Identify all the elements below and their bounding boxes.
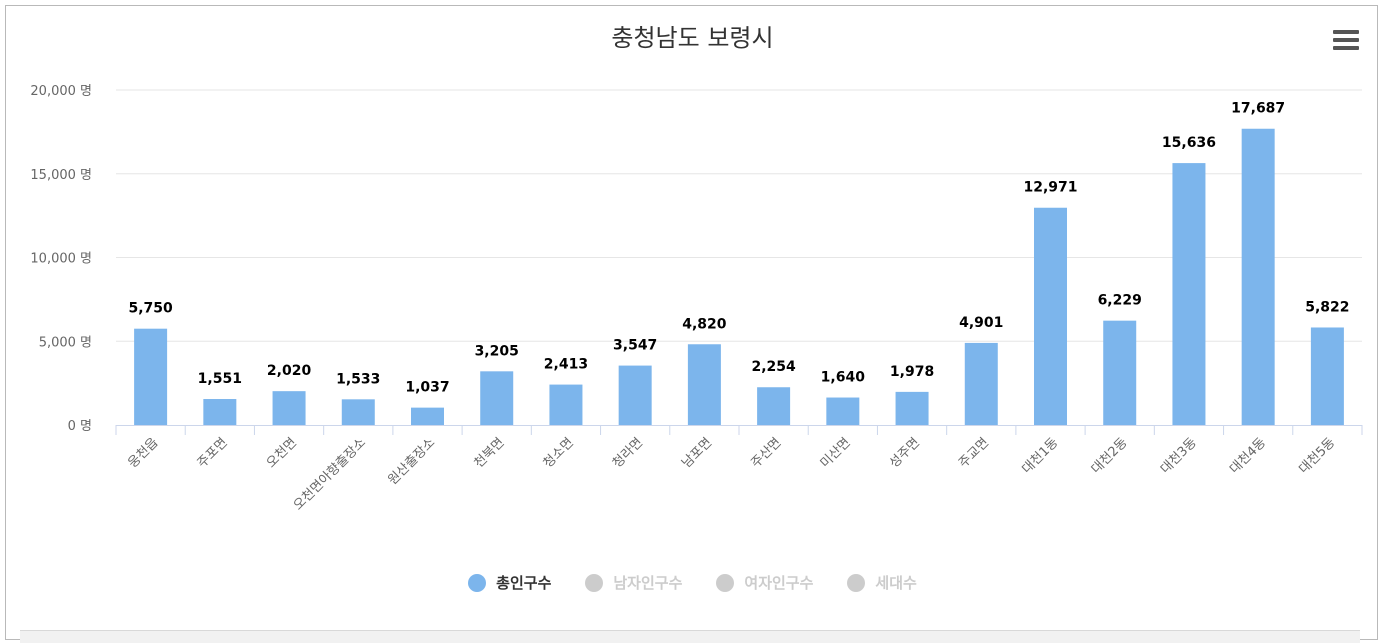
data-label: 3,547 bbox=[613, 338, 657, 354]
legend-item[interactable]: 세대수 bbox=[847, 572, 917, 593]
bar[interactable] bbox=[272, 391, 306, 425]
x-category-label: 오천면 bbox=[264, 435, 300, 471]
x-category-label: 웅천읍 bbox=[125, 435, 161, 471]
legend: 총인구수 남자인구수 여자인구수 세대수 bbox=[0, 572, 1385, 593]
hamburger-menu-icon[interactable] bbox=[1333, 30, 1359, 50]
data-label: 2,254 bbox=[751, 359, 796, 375]
x-category-label: 대천1동 bbox=[1019, 435, 1061, 477]
horizontal-scrollbar[interactable] bbox=[20, 630, 1360, 643]
bar[interactable] bbox=[1103, 320, 1137, 425]
data-label: 1,551 bbox=[198, 371, 242, 387]
x-category-label: 주교면 bbox=[956, 435, 992, 471]
bar[interactable] bbox=[1034, 207, 1067, 425]
y-tick-label: 0 명 bbox=[68, 419, 92, 434]
legend-dot-icon bbox=[847, 573, 866, 592]
data-label: 1,640 bbox=[821, 370, 866, 386]
x-category-label: 청라면 bbox=[610, 435, 646, 471]
legend-item[interactable]: 총인구수 bbox=[468, 572, 551, 593]
chart-container bbox=[5, 5, 1378, 640]
data-label: 12,971 bbox=[1023, 180, 1077, 196]
bar[interactable] bbox=[341, 399, 375, 425]
data-label: 1,037 bbox=[405, 380, 449, 396]
data-label: 6,229 bbox=[1098, 293, 1142, 309]
bar-chart: 0 명 5,000 명 10,000 명 15,000 명 20,000 명 5,750 웅… bbox=[30, 84, 1363, 513]
x-category-label: 주산면 bbox=[748, 435, 784, 471]
x-category-label: 대천3동 bbox=[1158, 435, 1200, 477]
x-category-label: 대천4동 bbox=[1227, 435, 1269, 477]
bar[interactable] bbox=[1310, 327, 1344, 425]
bar[interactable] bbox=[1241, 128, 1275, 426]
data-label: 2,413 bbox=[544, 357, 588, 373]
x-category-label: 청소면 bbox=[541, 435, 577, 471]
data-label: 1,978 bbox=[890, 364, 934, 380]
chart-title: 충청남도 보령시 bbox=[611, 24, 774, 52]
bar[interactable] bbox=[411, 407, 444, 425]
y-tick-label: 20,000 명 bbox=[30, 84, 92, 99]
data-label: 1,533 bbox=[336, 371, 380, 387]
data-label: 15,636 bbox=[1162, 135, 1216, 151]
x-category-label: 대천5동 bbox=[1296, 435, 1338, 477]
legend-dot-icon bbox=[585, 573, 604, 592]
x-category-label: 남포면 bbox=[679, 435, 715, 471]
bar[interactable] bbox=[203, 399, 237, 425]
data-label: 4,820 bbox=[682, 316, 727, 332]
legend-label: 총인구수 bbox=[496, 574, 552, 592]
legend-item[interactable]: 남자인구수 bbox=[585, 572, 682, 593]
bar[interactable] bbox=[480, 371, 514, 425]
legend-dot-icon bbox=[468, 573, 487, 592]
legend-label: 세대수 bbox=[875, 574, 917, 592]
bar[interactable] bbox=[134, 328, 168, 425]
bar[interactable] bbox=[964, 342, 998, 425]
bar[interactable] bbox=[895, 391, 929, 425]
y-tick-label: 15,000 명 bbox=[30, 168, 92, 183]
bar[interactable] bbox=[826, 397, 860, 425]
data-label: 5,750 bbox=[128, 301, 173, 317]
legend-dot-icon bbox=[716, 573, 735, 592]
bar[interactable] bbox=[1172, 163, 1206, 426]
bar[interactable] bbox=[687, 344, 721, 425]
x-category-label: 천북면 bbox=[472, 435, 508, 471]
x-category-label: 대천2동 bbox=[1089, 435, 1131, 477]
x-category-label: 성주면 bbox=[887, 435, 923, 471]
data-label: 4,901 bbox=[959, 315, 1003, 331]
y-tick-label: 10,000 명 bbox=[30, 252, 92, 267]
data-label: 2,020 bbox=[267, 363, 312, 379]
x-category-label: 미산면 bbox=[818, 435, 854, 471]
legend-item[interactable]: 여자인구수 bbox=[716, 572, 813, 593]
data-label: 17,687 bbox=[1231, 101, 1285, 117]
bar[interactable] bbox=[618, 365, 652, 425]
data-label: 3,205 bbox=[475, 343, 519, 359]
legend-label: 남자인구수 bbox=[613, 574, 683, 592]
legend-label: 여자인구수 bbox=[744, 574, 814, 592]
bar[interactable] bbox=[549, 384, 583, 425]
x-category-label: 오천면아향출장소 bbox=[291, 435, 369, 513]
x-category-label: 원산출장소 bbox=[385, 435, 438, 488]
bar[interactable] bbox=[757, 387, 791, 425]
data-label: 5,822 bbox=[1305, 299, 1349, 315]
y-tick-label: 5,000 명 bbox=[39, 335, 92, 350]
x-category-label: 주포면 bbox=[195, 435, 231, 471]
